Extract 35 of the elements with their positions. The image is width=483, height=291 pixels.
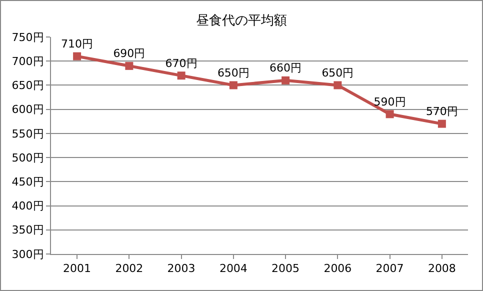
data-label: 570円	[426, 105, 458, 118]
data-label: 590円	[374, 95, 406, 108]
data-label: 650円	[217, 66, 250, 80]
x-tick-label: 2006	[324, 262, 352, 276]
point	[229, 81, 238, 90]
x-tick-label: 2003	[167, 262, 196, 276]
y-tick-label: 300円	[12, 248, 44, 261]
x-tick-label: 2002	[115, 262, 144, 276]
y-tick-label: 750円	[12, 30, 44, 44]
y-tick-label: 500円	[12, 151, 44, 164]
y-tick-label: 400円	[12, 200, 44, 213]
data-label: 650円	[322, 66, 354, 80]
y-tick-label: 650円	[12, 79, 44, 92]
point	[282, 76, 290, 84]
x-tick-label: 2004	[219, 262, 248, 276]
x-tick-label: 2005	[272, 262, 300, 276]
point	[438, 120, 446, 128]
point	[125, 62, 134, 70]
y-tick-label: 600円	[12, 103, 44, 116]
data-label: 660円	[270, 62, 302, 75]
point	[334, 81, 342, 90]
point	[73, 52, 82, 60]
point	[177, 72, 186, 80]
data-label: 690円	[113, 47, 146, 60]
y-tick-label: 550円	[12, 127, 44, 140]
chart-title: 昼食代の平均額	[196, 14, 287, 29]
y-tick-label: 450円	[12, 176, 44, 189]
x-tick-label: 2008	[428, 262, 456, 276]
y-tick-label: 350円	[12, 224, 44, 237]
x-tick-label: 2007	[376, 262, 404, 276]
point	[386, 110, 394, 118]
x-tick-label: 2001	[63, 262, 92, 276]
y-tick-label: 700円	[12, 54, 44, 68]
data-label: 710円	[61, 38, 94, 51]
data-label: 670円	[165, 56, 198, 70]
